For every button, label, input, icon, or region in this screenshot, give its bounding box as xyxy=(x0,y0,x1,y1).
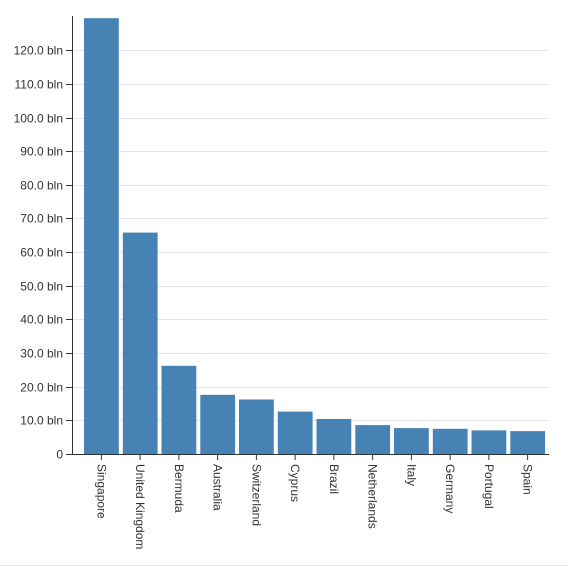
y-tick-label: 40.0 bln xyxy=(20,313,63,327)
x-tick-label: Spain xyxy=(521,464,535,495)
y-tick-label: 60.0 bln xyxy=(20,246,63,260)
y-tick-label: 10.0 bln xyxy=(20,414,63,428)
x-tick-label: Italy xyxy=(404,464,418,486)
x-tick-label: Netherlands xyxy=(366,464,380,529)
y-tick-label: 120.0 bln xyxy=(14,44,63,58)
x-tick-label: United Kingdom xyxy=(133,464,147,549)
bar-cyprus xyxy=(277,411,313,454)
x-tick-label: Singapore xyxy=(94,464,108,519)
x-tick-label: Australia xyxy=(211,464,225,511)
x-tick-label: Brazil xyxy=(327,464,341,494)
bars xyxy=(84,18,546,454)
bottom-divider xyxy=(0,565,568,566)
y-tick-label: 90.0 bln xyxy=(20,145,63,159)
x-tick-label: Switzerland xyxy=(249,464,263,526)
y-tick-label: 20.0 bln xyxy=(20,381,63,395)
bar-portugal xyxy=(471,430,507,454)
y-tick-label: 0 xyxy=(56,448,63,462)
bar-singapore xyxy=(84,18,119,454)
y-tick-label: 80.0 bln xyxy=(20,179,63,193)
y-tick-label: 50.0 bln xyxy=(20,280,63,294)
bar-australia xyxy=(200,394,236,454)
x-tick-label: Portugal xyxy=(482,464,496,509)
x-tick-label: Bermuda xyxy=(172,464,186,513)
bar-spain xyxy=(510,431,546,454)
y-tick-label: 70.0 bln xyxy=(20,212,63,226)
bar-italy xyxy=(394,428,429,454)
y-axis: 0 10.0 bln 20.0 bln 30.0 bln 40.0 bln 50.0 bl… xyxy=(14,16,73,462)
bar-netherlands xyxy=(355,425,391,454)
bar-bermuda xyxy=(161,365,197,454)
bar-switzerland xyxy=(239,399,274,454)
x-tick-label: Cyprus xyxy=(288,464,302,502)
y-tick-label: 100.0 bln xyxy=(14,112,63,126)
bar-united-kingdom xyxy=(122,232,158,454)
y-tick-label: 30.0 bln xyxy=(20,347,63,361)
bar-brazil xyxy=(316,419,352,454)
bar-germany xyxy=(432,428,468,454)
y-tick-label: 110.0 bln xyxy=(15,78,64,92)
x-tick-label: Germany xyxy=(443,464,457,513)
x-axis: Singapore United Kingdom Bermuda Australia S… xyxy=(72,454,549,549)
